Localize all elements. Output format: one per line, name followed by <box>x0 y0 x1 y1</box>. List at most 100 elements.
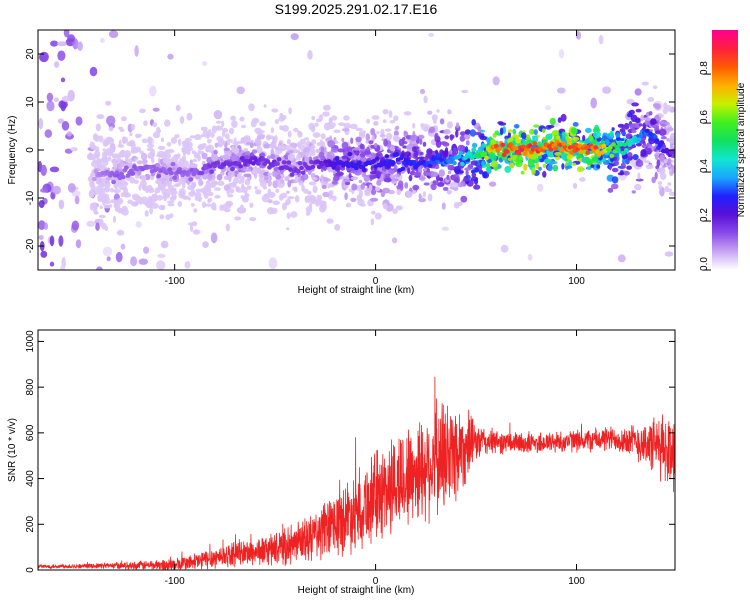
heatmap-cell <box>38 200 45 208</box>
heatmap-cell <box>203 192 209 199</box>
snr-ytick-label: 1000 <box>25 330 36 353</box>
heatmap-cell <box>74 195 80 205</box>
heatmap-cell <box>557 117 562 123</box>
heatmap-cell <box>227 188 235 194</box>
heatmap-cell <box>218 139 226 146</box>
heatmap-cell <box>133 179 139 185</box>
heatmap-ridge-cell <box>468 151 473 157</box>
heatmap-cell <box>107 152 114 157</box>
heatmap-cell <box>50 40 59 47</box>
heatmap-cell <box>602 86 612 94</box>
heatmap-cell <box>115 251 123 263</box>
heatmap-ridge-cell <box>659 140 665 145</box>
heatmap-ridge-cell <box>607 145 613 150</box>
heatmap-cell <box>396 189 402 196</box>
heatmap-cell <box>459 135 466 142</box>
heatmap-cell <box>286 190 290 194</box>
heatmap-cell <box>58 199 65 210</box>
heatmap-cell <box>331 180 338 185</box>
heatmap-cell <box>654 171 658 180</box>
heatmap-cell <box>202 241 209 249</box>
heatmap-cell <box>392 237 398 244</box>
heatmap-cell <box>571 128 578 135</box>
heatmap-cell <box>58 235 64 247</box>
heatmap-ridge-cell <box>119 171 124 176</box>
heatmap-cell <box>617 123 625 128</box>
heatmap-cell <box>485 166 491 172</box>
heatmap-cell <box>344 192 348 200</box>
heatmap-cell <box>529 128 535 135</box>
heatmap-cell <box>611 176 619 184</box>
heatmap-cell <box>490 160 499 168</box>
heatmap-cell <box>370 197 379 202</box>
heatmap-cell <box>596 164 601 169</box>
heatmap-cell <box>49 166 60 173</box>
heatmap-cell <box>152 122 158 128</box>
heatmap-cell <box>267 172 274 176</box>
heatmap-cell <box>261 194 270 203</box>
heatmap-cell <box>566 154 573 161</box>
heatmap-cell <box>61 121 70 131</box>
heatmap-cell <box>470 169 475 174</box>
heatmap-cell <box>243 155 251 159</box>
heatmap-cell <box>243 173 251 178</box>
heatmap-cell <box>613 160 620 166</box>
heatmap-cell <box>156 194 164 201</box>
heatmap-cell <box>327 140 335 148</box>
heatmap-cell <box>666 104 672 112</box>
heatmap-cell <box>301 173 309 181</box>
heatmap-cell <box>423 125 429 132</box>
heatmap-cell <box>658 167 666 175</box>
heatmap-cell <box>376 130 380 135</box>
heatmap-cell <box>102 148 107 152</box>
heatmap-cell <box>406 143 414 150</box>
heatmap-ridge-cell <box>585 150 591 155</box>
heatmap-cell <box>271 108 279 113</box>
heatmap-cell <box>545 105 551 111</box>
heatmap-cell <box>95 222 100 231</box>
heatmap-cell <box>254 140 262 147</box>
heatmap-cell <box>256 146 263 154</box>
heatmap-ridge-cell <box>522 151 528 156</box>
heatmap-cell <box>572 122 579 127</box>
heatmap-cell <box>462 177 469 182</box>
heatmap-cell <box>453 202 460 209</box>
heatmap-cell <box>397 180 404 188</box>
heatmap-cell <box>448 109 452 115</box>
heatmap-cell <box>184 261 191 269</box>
heatmap-cell <box>395 205 403 211</box>
spectrogram-heatmap <box>38 30 675 270</box>
heatmap-cell <box>423 182 430 186</box>
heatmap-cell <box>343 185 349 189</box>
heatmap-cell <box>256 134 265 140</box>
heatmap-cell <box>288 149 294 154</box>
heatmap-cell <box>382 109 389 115</box>
heatmap-cell <box>222 127 229 133</box>
heatmap-cell <box>333 129 341 134</box>
heatmap-cell <box>149 85 157 97</box>
heatmap-cell <box>305 206 313 214</box>
heatmap-cell <box>188 222 196 226</box>
heatmap-cell <box>358 179 363 184</box>
heatmap-ridge-cell <box>493 144 499 149</box>
heatmap-cell <box>371 115 380 120</box>
heatmap-cell <box>267 180 272 187</box>
heatmap-cell <box>287 196 295 200</box>
heatmap-cell <box>305 195 312 203</box>
snr-line-area <box>38 376 675 570</box>
heatmap-cell <box>420 123 425 128</box>
heatmap-cell <box>177 178 186 185</box>
heatmap-cell <box>601 135 608 142</box>
heatmap-cell <box>536 141 543 148</box>
heatmap-cell <box>341 137 345 143</box>
heatmap-cell <box>222 203 228 212</box>
heatmap-cell <box>470 160 479 166</box>
heatmap-ridge-cell <box>482 151 488 157</box>
heatmap-cell <box>265 134 271 141</box>
heatmap-cell <box>149 206 154 215</box>
heatmap-cell <box>312 132 321 138</box>
heatmap-cell <box>297 130 301 135</box>
heatmap-cell <box>239 116 245 122</box>
heatmap-cell <box>124 181 128 186</box>
heatmap-cell <box>509 162 515 169</box>
